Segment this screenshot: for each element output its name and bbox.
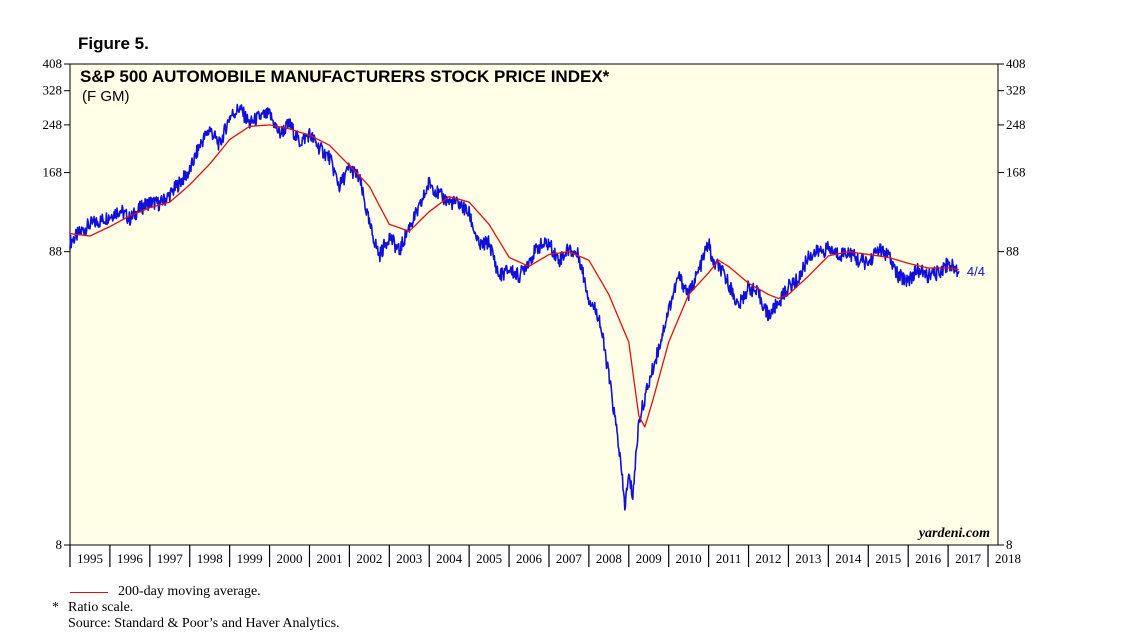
y-tick-label-left: 408 — [43, 56, 63, 71]
x-tick-label: 2003 — [396, 551, 422, 566]
x-tick-label: 1999 — [237, 551, 263, 566]
figure-label: Figure 5. — [78, 34, 149, 53]
chart-title: S&P 500 AUTOMOBILE MANUFACTURERS STOCK P… — [80, 67, 610, 86]
plot-area — [69, 63, 999, 546]
x-tick-label: 1998 — [197, 551, 223, 566]
x-tick-label: 2009 — [636, 551, 662, 566]
x-tick-label: 1995 — [77, 551, 103, 566]
series-line-index — [69, 103, 960, 511]
y-tick-label-right: 408 — [1006, 56, 1026, 71]
y-tick-label-left: 248 — [43, 117, 63, 132]
legend-swatch — [70, 592, 108, 593]
x-tick-label: 2012 — [755, 551, 781, 566]
x-tick-label: 2010 — [676, 551, 702, 566]
chart-notes: 200-day moving average. * Ratio scale. So… — [52, 584, 340, 632]
y-tick-label-left: 168 — [43, 165, 63, 180]
x-tick-label: 2017 — [955, 551, 982, 566]
x-tick-label: 2013 — [795, 551, 821, 566]
y-tick-label-right: 328 — [1006, 83, 1026, 98]
x-tick-label: 2011 — [716, 551, 742, 566]
y-tick-label-left: 8 — [56, 537, 63, 552]
ratio-star: * — [52, 600, 59, 615]
watermark: yardeni.com — [917, 526, 990, 541]
x-tick-label: 2004 — [436, 551, 463, 566]
x-tick-label: 2001 — [316, 551, 342, 566]
y-tick-label-right: 248 — [1006, 117, 1026, 132]
x-tick-label: 2002 — [356, 551, 382, 566]
x-tick-label: 2008 — [596, 551, 622, 566]
x-tick-label: 2005 — [476, 551, 502, 566]
end-label: 4/4 — [967, 264, 985, 279]
x-tick-label: 2000 — [277, 551, 303, 566]
y-tick-label-right: 8 — [1006, 537, 1013, 552]
series-layer — [69, 103, 960, 511]
legend-label: 200-day moving average. — [118, 584, 261, 599]
ratio-note-text: Ratio scale. — [68, 600, 134, 615]
y-tick-label-left: 328 — [43, 83, 63, 98]
x-tick-label: 2014 — [835, 551, 862, 566]
ratio-note: * Ratio scale. — [52, 600, 340, 616]
x-tick-label: 1997 — [157, 551, 184, 566]
x-tick-label: 2018 — [995, 551, 1021, 566]
x-tick-label: 1996 — [117, 551, 144, 566]
legend-moving-average: 200-day moving average. — [52, 584, 340, 600]
y-tick-label-right: 88 — [1006, 244, 1019, 259]
chart-subtitle: (F GM) — [82, 88, 129, 105]
x-tick-label: 2015 — [875, 551, 901, 566]
source-note: Source: Standard & Poor’s and Haver Anal… — [68, 616, 340, 631]
y-tick-label-left: 88 — [49, 244, 62, 259]
x-axis: 1995 1996 1997 1998 1999 2000 2001 2002 2003 2004… — [69, 545, 1021, 567]
y-tick-label-right: 168 — [1006, 165, 1026, 180]
series-line-moving-average — [69, 124, 959, 428]
x-tick-label: 2006 — [516, 551, 543, 566]
x-tick-label: 2016 — [915, 551, 942, 566]
x-tick-label: 2007 — [556, 551, 583, 566]
